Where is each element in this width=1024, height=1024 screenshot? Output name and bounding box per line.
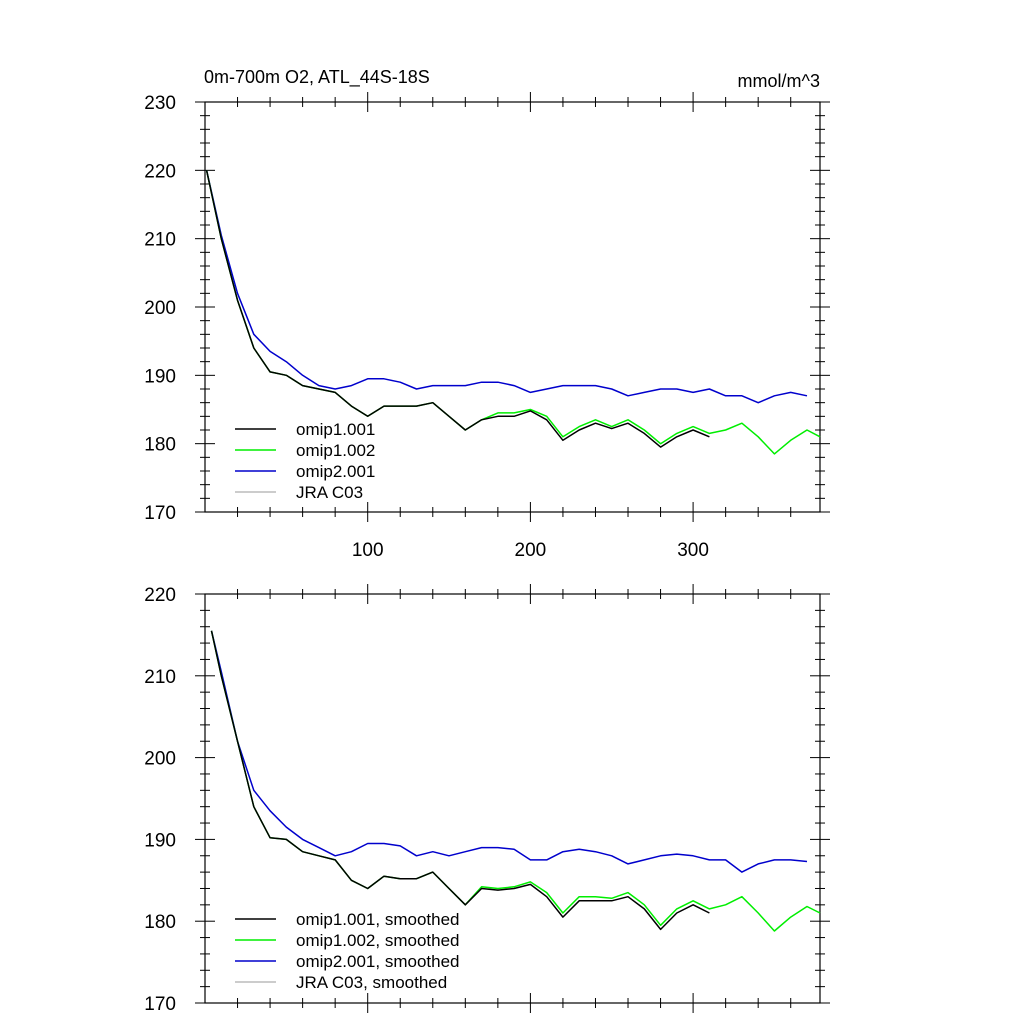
plot-frame (204, 593, 821, 1004)
legend-label: omip1.002, smoothed (296, 931, 460, 950)
y-tick-label: 200 (144, 749, 176, 770)
series-line-1 (205, 170, 710, 448)
series-line-1 (210, 630, 710, 931)
y-tick-label: 210 (144, 667, 176, 688)
legend-label: omip1.001 (296, 420, 375, 439)
y-tick-label: 180 (144, 912, 176, 933)
x-tick-label: 300 (677, 540, 709, 561)
series-line-2 (205, 170, 821, 455)
y-tick-label: 220 (144, 161, 176, 182)
chart-panel-1: 170 180 190 200 210 220 230 100 200 300 omip1.001 o… (144, 67, 830, 561)
y-tick-label: 210 (144, 230, 176, 251)
y-tick-label: 180 (144, 435, 176, 456)
legend-label: omip2.001, smoothed (296, 952, 460, 971)
legend-label: omip2.001 (296, 462, 375, 481)
y-tick-label: 170 (144, 503, 176, 524)
chart-title: 0m-700m O2, ATL_44S-18S (204, 67, 430, 88)
y-tick-label: 200 (144, 298, 176, 319)
legend-label: omip1.001, smoothed (296, 910, 460, 929)
legend-label: JRA C03, smoothed (296, 973, 447, 992)
series-line-2 (210, 630, 821, 932)
x-tick-label: 200 (515, 540, 547, 561)
series-line-3 (210, 630, 808, 873)
y-tick-label: 230 (144, 93, 176, 114)
y-tick-label: 220 (144, 585, 176, 606)
y-tick-label: 190 (144, 830, 176, 851)
y-tick-label: 170 (144, 994, 176, 1015)
series-line-3 (205, 170, 808, 404)
chart-panel-2: 170 180 190 200 210 220 omip1.001, smoothed omi… (144, 584, 830, 1015)
units-label: mmol/m^3 (738, 71, 820, 91)
legend-label: omip1.002 (296, 441, 375, 460)
y-tick-label: 190 (144, 366, 176, 387)
legend-label: JRA C03 (296, 483, 363, 502)
x-tick-label: 100 (352, 540, 384, 561)
